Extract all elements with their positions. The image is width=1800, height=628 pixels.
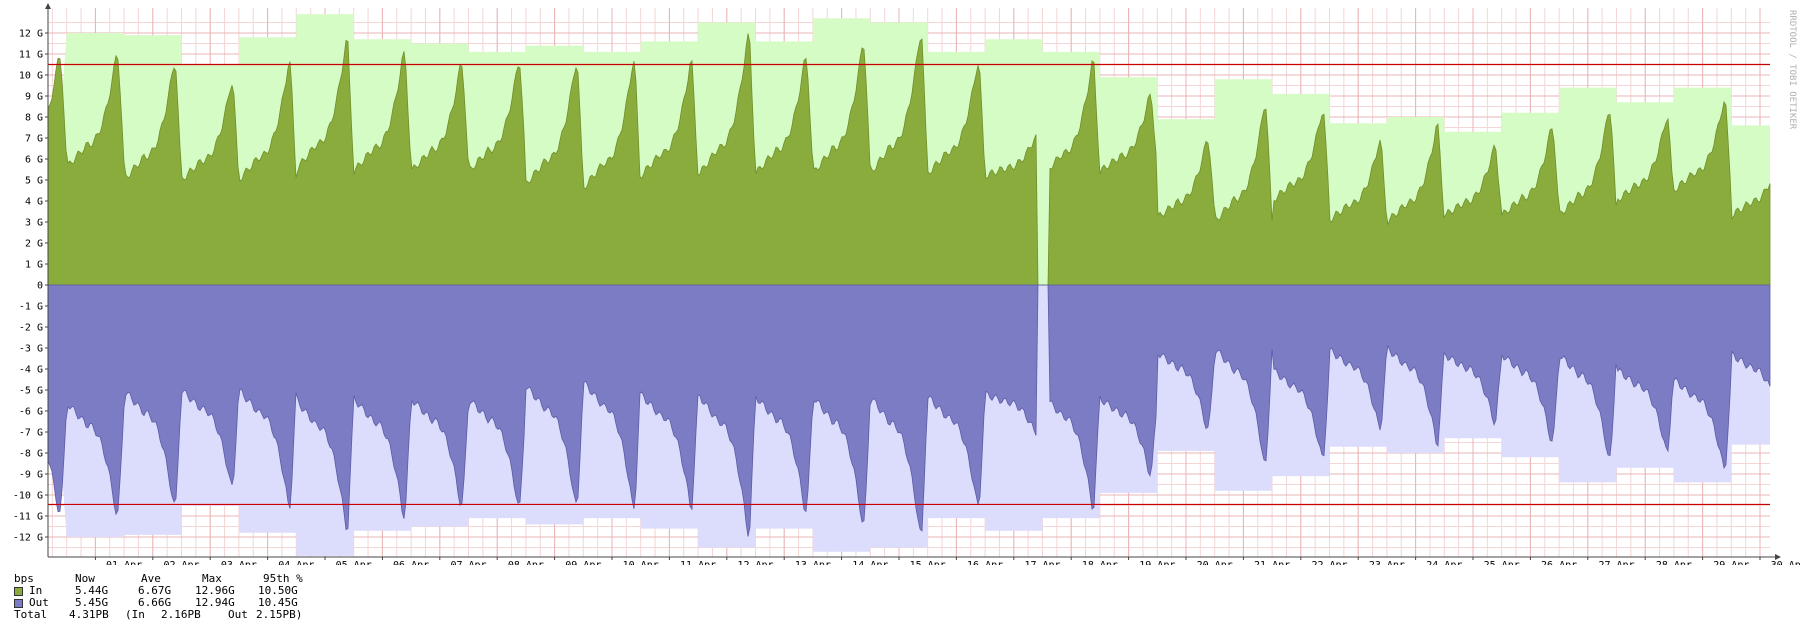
legend-out-max: 12.94G [195,596,235,609]
y-tick-label: 11 G [19,50,43,61]
area-layer [47,33,1771,537]
y-tick-label: 2 G [25,239,43,250]
in-color-swatch [14,587,23,596]
x-tick-label: 14 Apr [852,560,888,565]
y-tick-label: 8 G [25,113,43,124]
out-color-swatch [14,599,23,608]
x-tick-label: 01 Apr [106,560,142,565]
x-tick-label: 25 Apr [1484,560,1520,565]
y-tick-label: -1 G [19,302,43,313]
y-tick-label: -3 G [19,344,43,355]
x-tick-label: 10 Apr [623,560,659,565]
legend-out-ave: 6.66G [138,596,172,609]
legend-total-out-label: Out [228,608,248,621]
x-tick-label: 11 Apr [680,560,716,565]
legend-header-max: Max [202,572,222,585]
legend-total-in-value: 2.16PB [161,608,201,621]
legend-total-in-label: (In [125,608,145,621]
percentile-lines [48,63,1770,506]
x-tick-label: 07 Apr [450,560,486,565]
legend-in-max: 12.96G [195,584,235,597]
y-tick-label: 5 G [25,176,43,187]
legend-header-now: Now [75,572,95,585]
x-tick-label: 22 Apr [1311,560,1347,565]
y-tick-label: -8 G [19,449,43,460]
y-tick-label: 7 G [25,134,43,145]
y-tick-label: 12 G [19,29,43,40]
y-tick-label: -9 G [19,470,43,481]
legend-out-95th: 10.45G [258,596,298,609]
legend-header-ave: Ave [141,572,161,585]
y-tick-label: -12 G [13,533,43,544]
legend-unit: bps [14,572,34,585]
x-tick-label: 17 Apr [1024,560,1060,565]
y-tick-label: -4 G [19,365,43,376]
x-tick-label: 30 Apr [1771,560,1800,565]
y-axis-arrow-icon [45,3,51,9]
y-tick-label: -11 G [13,512,43,523]
legend-total-value: 4.31PB [69,608,109,621]
legend-total-label: Total [14,608,48,621]
x-tick-label: 26 Apr [1541,560,1577,565]
x-tick-label: 29 Apr [1713,560,1749,565]
x-axis-arrow-icon [1775,554,1781,560]
tick-labels: 12 G 11 G 10 G 9 G 8 G 7 G 6 G 5 G 4 G 3 G 2 G 1 G 0… [13,29,1800,566]
x-tick-label: 13 Apr [795,560,831,565]
x-tick-label: 23 Apr [1369,560,1405,565]
y-tick-label: 3 G [25,218,43,229]
x-tick-label: 21 Apr [1254,560,1290,565]
y-tick-label: 0 [37,281,43,292]
legend-total-row: Total 4.31PB (In 2.16PB Out 2.15PB) [0,609,400,621]
x-tick-label: 15 Apr [910,560,946,565]
x-tick-label: 19 Apr [1139,560,1175,565]
legend-total-out-value: 2.15PB) [256,608,303,621]
legend-in-95th: 10.50G [258,584,298,597]
legend-in-label: In [29,584,43,597]
y-tick-label: 10 G [19,71,43,82]
out-traffic-area [47,284,1771,537]
legend-row-in: In 5.44G 6.67G 12.96G 10.50G [0,585,400,597]
traffic-graph: 12 G 11 G 10 G 9 G 8 G 7 G 6 G 5 G 4 G 3 G 2 G 1 G 0… [13,3,1800,566]
y-tick-label: 9 G [25,92,43,103]
axes [45,3,1781,560]
x-tick-label: 20 Apr [1197,560,1233,565]
x-tick-label: 06 Apr [393,560,429,565]
y-tick-label: -5 G [19,386,43,397]
legend-row-out: Out 5.45G 6.66G 12.94G 10.45G [0,597,400,609]
x-tick-label: 27 Apr [1598,560,1634,565]
legend-header-row: bps Now Ave Max 95th % [0,573,400,585]
x-tick-label: 18 Apr [1082,560,1118,565]
x-tick-label: 24 Apr [1426,560,1462,565]
y-tick-label: 6 G [25,155,43,166]
x-tick-label: 16 Apr [967,560,1003,565]
x-tick-label: 28 Apr [1656,560,1692,565]
y-tick-label: -7 G [19,428,43,439]
x-tick-label: 03 Apr [221,560,257,565]
y-tick-label: -2 G [19,323,43,334]
legend-out-label: Out [29,596,49,609]
x-tick-label: 09 Apr [565,560,601,565]
legend-in-now: 5.44G [75,584,109,597]
rrdtool-watermark: RRDTOOL / TOBI OETIKER [1787,10,1797,130]
x-tick-label: 12 Apr [737,560,773,565]
y-tick-label: -6 G [19,407,43,418]
x-tick-label: 05 Apr [336,560,372,565]
x-tick-label: 04 Apr [278,560,314,565]
y-tick-label: 4 G [25,197,43,208]
y-tick-label: 1 G [25,260,43,271]
legend-out-now: 5.45G [75,596,109,609]
legend-in-ave: 6.67G [138,584,172,597]
y-tick-label: -10 G [13,491,43,502]
legend-header-95th: 95th % [263,572,303,585]
legend: bps Now Ave Max 95th % In 5.44G 6.67G 12… [0,573,400,628]
in-traffic-area [47,33,1771,286]
x-tick-label: 02 Apr [163,560,199,565]
x-tick-label: 08 Apr [508,560,544,565]
